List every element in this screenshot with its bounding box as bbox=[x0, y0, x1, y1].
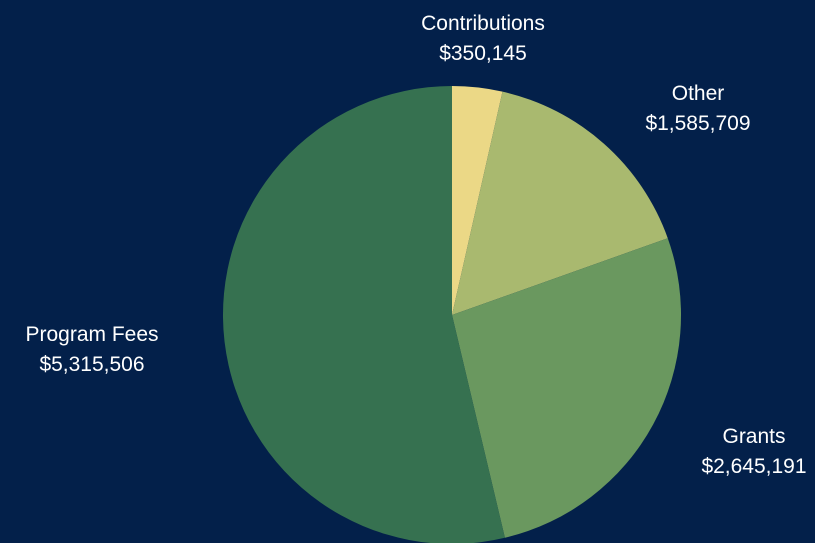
slice-label-other: Other bbox=[672, 82, 725, 105]
pie-slice-contributions bbox=[452, 86, 503, 315]
slice-value-contributions: $350,145 bbox=[439, 42, 527, 65]
pie-slice-program-fees bbox=[222, 86, 505, 543]
slice-value-grants: $2,645,191 bbox=[701, 455, 806, 478]
pie-slice-grants bbox=[452, 238, 682, 538]
slice-value-program-fees: $5,315,506 bbox=[39, 353, 144, 376]
pie-slice-other bbox=[452, 91, 668, 315]
slice-value-other: $1,585,709 bbox=[645, 112, 750, 135]
labels-layer: Contributions $350,145 Other $1,585,709 Gran… bbox=[25, 12, 806, 478]
slice-label-contributions: Contributions bbox=[421, 12, 545, 35]
slices-layer bbox=[222, 86, 682, 543]
slice-label-grants: Grants bbox=[722, 425, 785, 448]
slice-label-program-fees: Program Fees bbox=[25, 323, 158, 346]
